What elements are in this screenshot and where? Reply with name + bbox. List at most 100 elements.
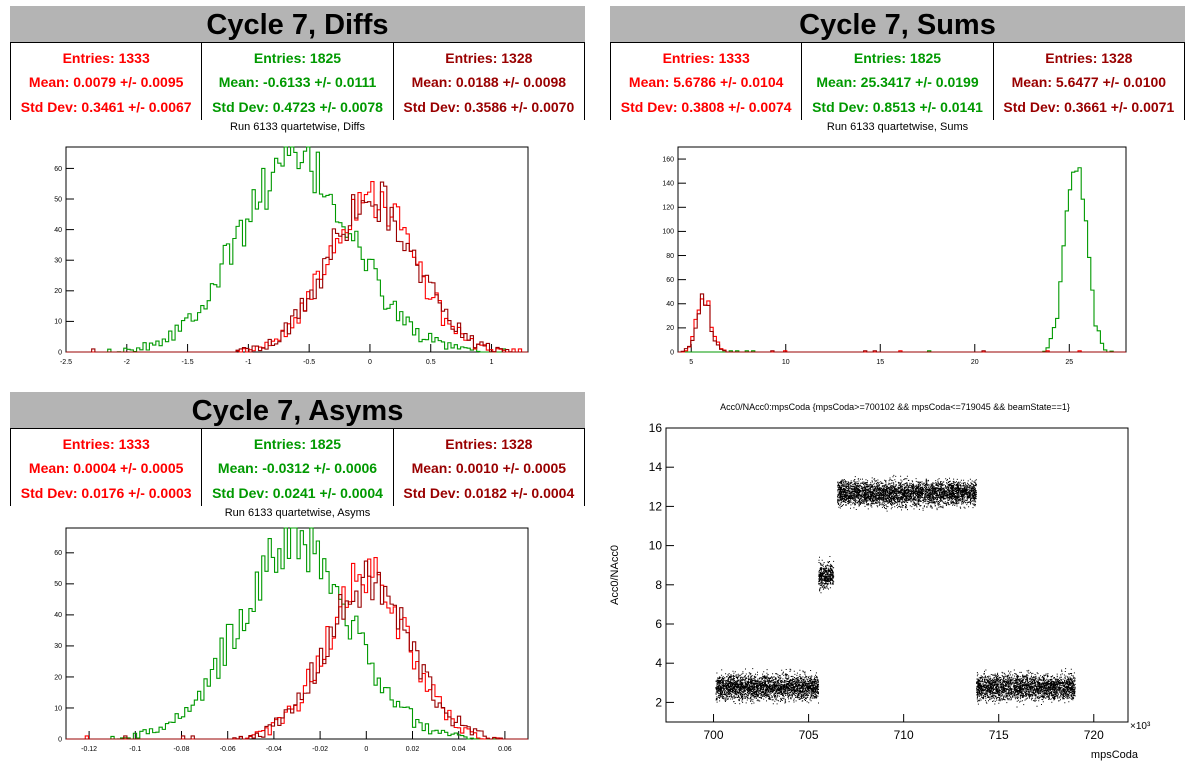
y-tick-label: 4 [655,656,662,670]
y-tick-label: 60 [54,166,62,173]
mean: Mean: -0.0312 +/- 0.0006 [217,460,378,477]
histogram-series-2 [66,181,528,353]
asyms-subtitle: Run 6133 quartetwise, Asyms [224,507,371,519]
sums-title: Cycle 7, Sums [610,6,1185,42]
scatter-title: Acc0/NAcc0:mpsCoda {mpsCoda>=700102 && m… [720,402,1070,412]
asyms-title: Cycle 7, Asyms [10,392,585,428]
mean: Mean: 0.0004 +/- 0.0005 [28,460,184,477]
stats-darkred: Entries: 1328 Mean: 0.0188 +/- 0.0098 St… [394,43,584,120]
stats-red: Entries: 1333 Mean: 0.0004 +/- 0.0005 St… [11,429,203,506]
y-tick-label: 60 [54,550,62,557]
x-tick-label: 0 [368,359,372,366]
y-tick-label: 140 [662,181,674,188]
x-tick-label: 15 [876,359,884,366]
mean: Mean: 0.0079 +/- 0.0095 [28,74,184,91]
y-tick-label: 50 [54,581,62,588]
x-tick-label: 720 [1084,728,1104,742]
y-tick-label: 50 [54,196,62,203]
plot-frame [665,427,1129,723]
stats-green: Entries: 1825 Mean: 25.3417 +/- 0.0199 S… [802,43,994,120]
plot-frame [677,146,1127,353]
x-tick-label: 10 [782,359,790,366]
histogram-series-0 [66,527,528,740]
y-tick-label: 20 [54,288,62,295]
x-tick-label: 25 [1065,359,1073,366]
x-tick-label: -2.5 [60,359,72,366]
mean: Mean: 5.6477 +/- 0.0100 [1011,74,1167,91]
x-tick-label: 0.5 [426,359,436,366]
diffs-stats-box: Entries: 1333 Mean: 0.0079 +/- 0.0095 St… [10,42,585,120]
std-dev: Std Dev: 0.3808 +/- 0.0074 [620,98,792,115]
y-tick-label: 30 [54,643,62,650]
x-tick-label: 0.02 [406,746,420,753]
y-tick-label: 10 [54,705,62,712]
x-tick-label: -2 [124,359,130,366]
x-tick-label: 0 [364,746,368,753]
y-tick-label: 100 [662,229,674,236]
scatter-points [715,474,1076,708]
y-tick-label: 40 [54,227,62,234]
y-tick-label: 120 [662,205,674,212]
y-axis-label: Acc0/NAcc0 [609,545,621,605]
std-dev: Std Dev: 0.4723 +/- 0.0078 [212,98,383,115]
entries: Entries: 1328 [445,436,533,453]
diffs-subtitle: Run 6133 quartetwise, Diffs [230,121,365,133]
x-tick-label: -0.12 [81,746,97,753]
x-tick-label: -0.08 [174,746,190,753]
stats-darkred: Entries: 1328 Mean: 0.0010 +/- 0.0005 St… [394,429,584,506]
x-tick-label: -1 [245,359,251,366]
y-tick-label: 80 [666,253,674,260]
x-tick-label: 705 [799,728,819,742]
y-tick-label: 2 [655,695,662,709]
std-dev: Std Dev: 0.0176 +/- 0.0003 [20,484,192,501]
entries: Entries: 1333 [62,50,150,67]
x-tick-label: -0.02 [312,746,328,753]
y-tick-label: 0 [670,349,674,356]
entries: Entries: 1328 [1045,50,1133,67]
x-tick-label: 0.04 [452,746,466,753]
std-dev: Std Dev: 0.3661 +/- 0.0071 [1003,98,1175,115]
asyms-stats-box: Entries: 1333 Mean: 0.0004 +/- 0.0005 St… [10,428,585,506]
y-tick-label: 10 [54,319,62,326]
x-tick-label: -0.06 [220,746,236,753]
mean: Mean: 0.0188 +/- 0.0098 [411,74,567,91]
std-dev: Std Dev: 0.3461 +/- 0.0067 [20,98,192,115]
entries: Entries: 1328 [445,50,533,67]
std-dev: Std Dev: 0.8513 +/- 0.0141 [812,98,983,115]
y-tick-label: 0 [58,349,62,356]
std-dev: Std Dev: 0.0182 +/- 0.0004 [403,484,575,501]
sums-subtitle: Run 6133 quartetwise, Sums [826,121,969,133]
x-tick-label: 715 [989,728,1009,742]
x-tick-label: -0.1 [129,746,141,753]
mean: Mean: 5.6786 +/- 0.0104 [628,74,784,91]
y-tick-label: 20 [666,325,674,332]
x-tick-label: 700 [704,728,724,742]
scatter-plot: 700 705 710 715 720 2 4 6 8 10 12 14 16 Acc0/NAcc0 mps… [609,421,1151,761]
x-tick-label: 710 [894,728,914,742]
x-tick-label: -1.5 [182,359,194,366]
x-tick-label: 0.06 [498,746,512,753]
entries: Entries: 1825 [853,50,942,67]
y-tick-label: 30 [54,258,62,265]
y-tick-label: 160 [662,156,674,163]
entries: Entries: 1825 [253,436,342,453]
y-tick-label: 40 [54,612,62,619]
std-dev: Std Dev: 0.0241 +/- 0.0004 [212,484,383,501]
y-tick-label: 14 [649,460,663,474]
sums-histogram: 5 10 15 20 25 0 20 40 60 80 100 120 140 160 [662,146,1127,366]
y-tick-label: 6 [655,617,662,631]
sums-stats-box: Entries: 1333 Mean: 5.6786 +/- 0.0104 St… [610,42,1185,120]
entries: Entries: 1333 [62,436,150,453]
mean: Mean: 0.0010 +/- 0.0005 [411,460,567,477]
x-tick-label: -0.5 [303,359,315,366]
histogram-series-2 [678,293,1126,353]
plot-frame [65,146,529,353]
x-tick-label: -0.04 [266,746,282,753]
stats-darkred: Entries: 1328 Mean: 5.6477 +/- 0.0100 St… [994,43,1184,120]
stats-green: Entries: 1825 Mean: -0.0312 +/- 0.0006 S… [202,429,394,506]
y-tick-label: 0 [58,736,62,743]
entries: Entries: 1825 [253,50,342,67]
x-tick-label: 5 [689,359,693,366]
x-tick-label: 1 [490,359,494,366]
entries: Entries: 1333 [662,50,750,67]
